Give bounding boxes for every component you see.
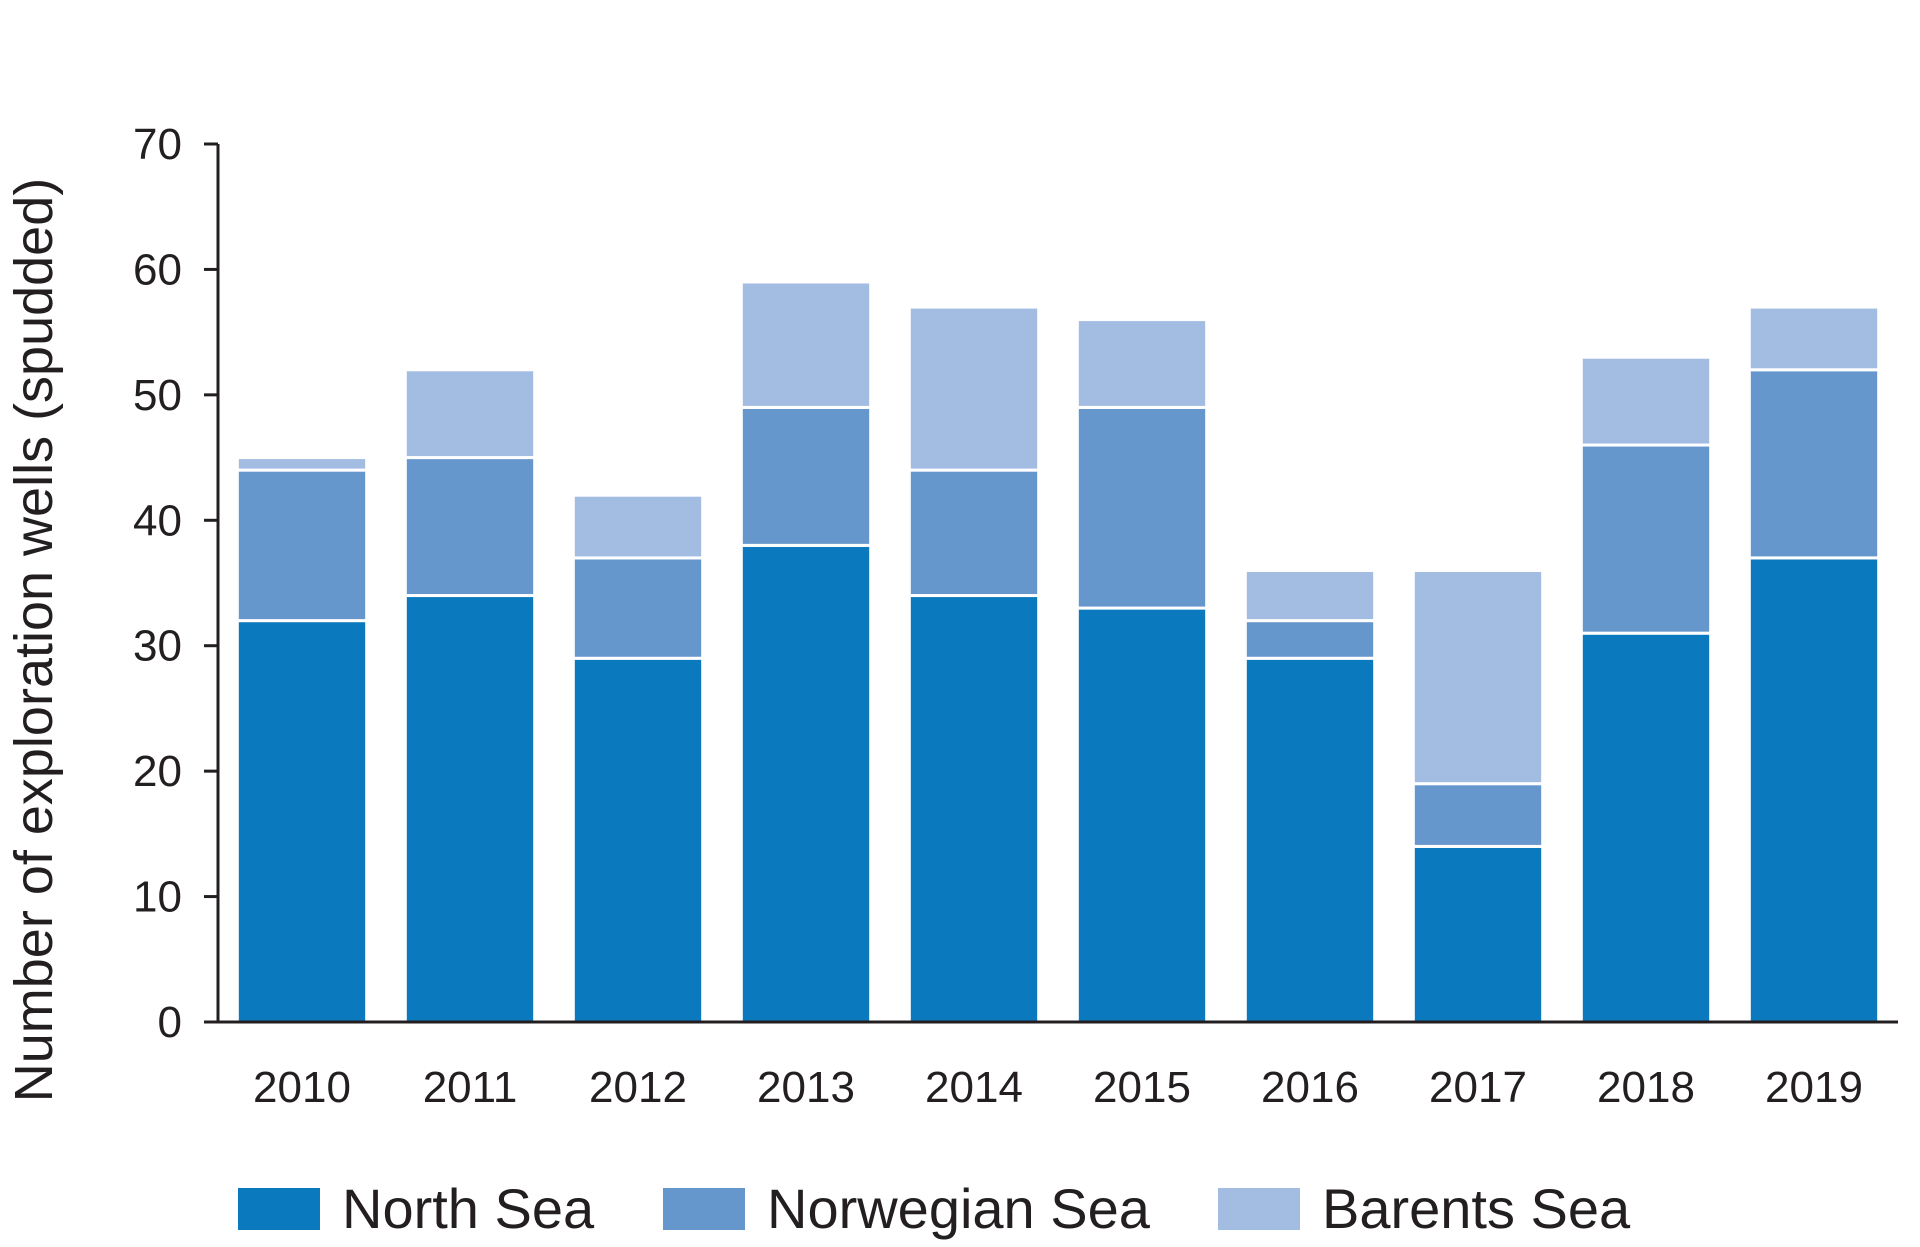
y-tick-label: 0	[158, 998, 182, 1047]
bar-2010-north-sea	[235, 619, 369, 1024]
y-tick-label: 30	[133, 622, 182, 671]
bars-layer: 2010 2011 2012 2013 2014 2015 2016 2017 2018 2019	[235, 280, 1881, 1112]
x-tick-label: 2015	[1093, 1063, 1191, 1112]
bar-2019-norwegian-sea	[1747, 368, 1881, 560]
bar-2011-barents-sea	[403, 368, 537, 460]
y-tick-label: 40	[133, 496, 182, 545]
bar-2016-north-sea	[1243, 656, 1377, 1024]
bar-2011-norwegian-sea	[403, 456, 537, 598]
bar-2015-norwegian-sea	[1075, 405, 1209, 610]
legend-label-barents-sea: Barents Sea	[1322, 1177, 1631, 1240]
y-tick-label: 20	[133, 747, 182, 796]
x-tick-label: 2018	[1597, 1063, 1695, 1112]
y-axis-title: Number of exploration wells (spudded)	[4, 178, 64, 1102]
bar-2017-barents-sea	[1411, 568, 1545, 786]
bar-2018-north-sea	[1579, 631, 1713, 1024]
bar-2017-north-sea	[1411, 844, 1545, 1024]
legend: North Sea Norwegian Sea Barents Sea	[238, 1177, 1631, 1240]
bar-2012-north-sea	[571, 656, 705, 1024]
bar-2014-norwegian-sea	[907, 468, 1041, 598]
bar-2012-norwegian-sea	[571, 556, 705, 660]
bar-2013-north-sea	[739, 543, 873, 1024]
bar-2013-barents-sea	[739, 280, 873, 409]
bar-2012-barents-sea	[571, 493, 705, 560]
y-tick-label: 50	[133, 371, 182, 420]
bar-2010-norwegian-sea	[235, 468, 369, 623]
legend-label-north-sea: North Sea	[342, 1177, 595, 1240]
bar-2016-norwegian-sea	[1243, 619, 1377, 660]
bar-2019-north-sea	[1747, 556, 1881, 1024]
x-tick-label: 2010	[253, 1063, 351, 1112]
x-tick-label: 2012	[589, 1063, 687, 1112]
legend-swatch-barents-sea	[1218, 1188, 1300, 1230]
x-tick-label: 2013	[757, 1063, 855, 1112]
bar-2018-barents-sea	[1579, 355, 1713, 447]
bar-2016-barents-sea	[1243, 568, 1377, 623]
legend-swatch-norwegian-sea	[663, 1188, 745, 1230]
x-tick-label: 2017	[1429, 1063, 1527, 1112]
y-tick-label: 60	[133, 245, 182, 294]
legend-label-norwegian-sea: Norwegian Sea	[767, 1177, 1151, 1240]
bar-2018-norwegian-sea	[1579, 443, 1713, 635]
axes-layer: 0 10 20 30 40 50 60 70	[133, 120, 1898, 1047]
legend-swatch-north-sea	[238, 1188, 320, 1230]
x-tick-label: 2014	[925, 1063, 1023, 1112]
bar-2015-north-sea	[1075, 606, 1209, 1024]
x-tick-label: 2011	[423, 1063, 518, 1112]
y-tick-label: 10	[133, 873, 182, 922]
bar-2014-north-sea	[907, 594, 1041, 1024]
bar-2015-barents-sea	[1075, 318, 1209, 409]
bar-2013-norwegian-sea	[739, 405, 873, 547]
bar-2019-barents-sea	[1747, 305, 1881, 372]
bar-2014-barents-sea	[907, 305, 1041, 472]
y-tick-label: 70	[133, 120, 182, 169]
bar-2017-norwegian-sea	[1411, 782, 1545, 848]
bar-2011-north-sea	[403, 594, 537, 1024]
bar-2010-barents-sea	[235, 456, 369, 472]
x-tick-label: 2019	[1765, 1063, 1863, 1112]
x-tick-label: 2016	[1261, 1063, 1359, 1112]
